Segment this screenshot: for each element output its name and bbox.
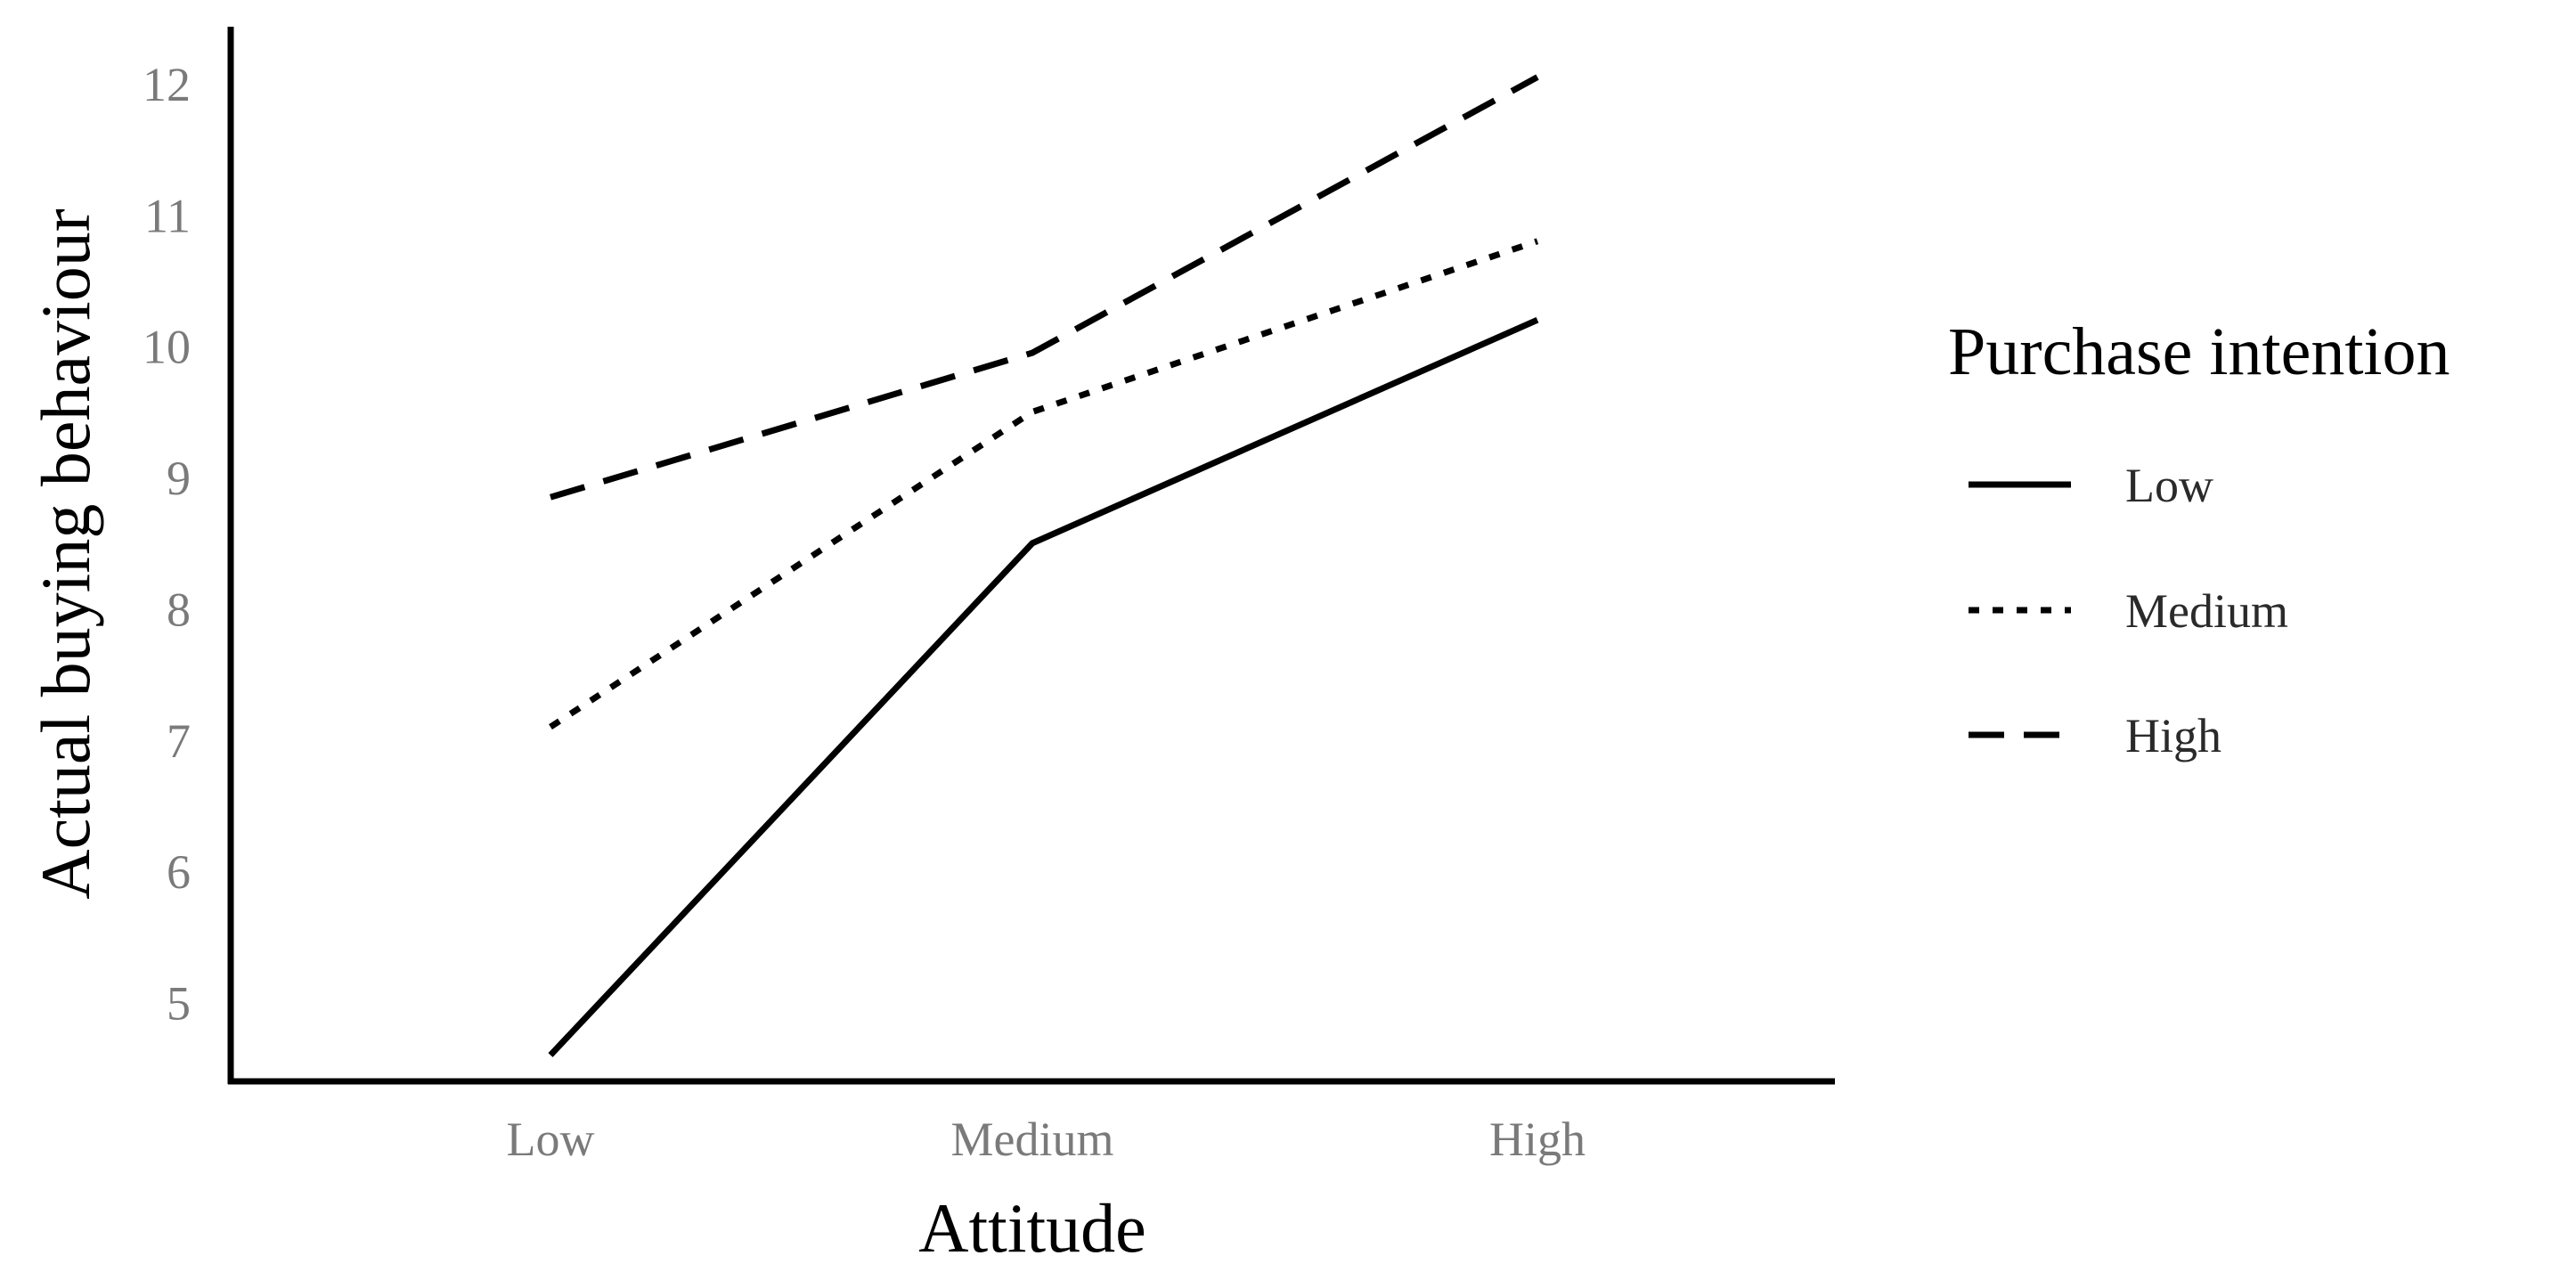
series-line-low — [548, 316, 1539, 1057]
x-tick-label: Medium — [951, 1113, 1114, 1166]
legend-label-high: High — [2125, 709, 2221, 762]
y-tick-label: 10 — [143, 321, 191, 374]
legend-title: Purchase intention — [1948, 314, 2450, 389]
y-tick-label: 6 — [167, 845, 191, 899]
legend: Purchase intention Low Medium High — [1948, 314, 2450, 762]
y-tick-labels: 5 6 7 8 9 10 11 12 — [143, 58, 191, 1031]
x-tick-label: High — [1489, 1113, 1586, 1166]
y-tick-label: 12 — [143, 58, 191, 111]
series-lines — [548, 74, 1539, 1057]
legend-items: Low Medium High — [1969, 459, 2288, 762]
y-tick-label: 8 — [167, 583, 191, 636]
x-axis-title: Attitude — [918, 1189, 1146, 1267]
x-tick-labels: Low Medium High — [507, 1113, 1586, 1166]
x-tick-label: Low — [507, 1113, 595, 1166]
legend-label-low: Low — [2125, 459, 2213, 512]
legend-label-medium: Medium — [2125, 584, 2288, 638]
y-tick-label: 5 — [167, 977, 191, 1031]
y-tick-label: 9 — [167, 452, 191, 505]
axes — [227, 27, 1835, 1085]
series-line-high — [549, 74, 1539, 501]
y-tick-label: 7 — [167, 714, 191, 768]
y-tick-label: 11 — [144, 189, 191, 242]
y-axis-title: Actual buying behaviour — [27, 208, 104, 899]
series-line-medium — [549, 238, 1539, 730]
